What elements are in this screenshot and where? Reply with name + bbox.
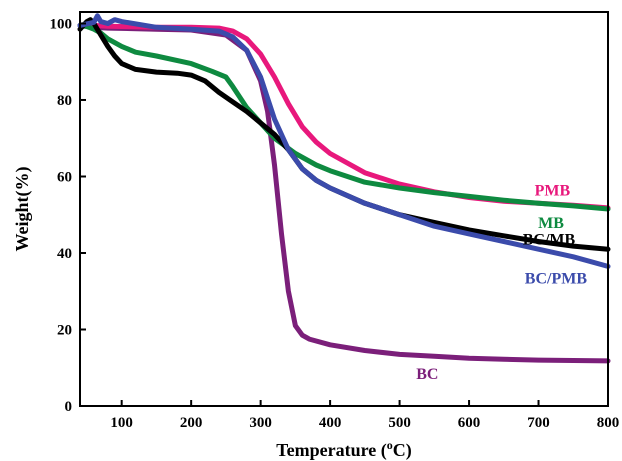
- series-line-bc-mb: [77, 17, 611, 252]
- y-axis-title: Weight(%): [12, 167, 33, 252]
- series-label-pmb: PMB: [535, 183, 571, 200]
- series-label-bc: BC: [416, 366, 438, 383]
- series-lines: [77, 13, 611, 364]
- x-tick-label: 200: [180, 415, 203, 431]
- x-axis-title-degree: o: [387, 438, 393, 452]
- series-label-mb: MB: [538, 215, 564, 232]
- x-tick-label: 800: [597, 415, 620, 431]
- y-tick-label: 100: [50, 16, 73, 32]
- series-line-bc-pmb: [77, 13, 611, 269]
- x-axis: 100 200 300 400 500 600 700 800: [110, 400, 619, 431]
- x-tick-label: 300: [249, 415, 272, 431]
- y-tick-label: 40: [57, 246, 72, 262]
- y-tick-label: 20: [57, 322, 72, 338]
- x-tick-label: 100: [110, 415, 133, 431]
- y-axis: 0 20 40 60 80 100: [50, 16, 86, 415]
- x-axis-title-after: C): [393, 440, 412, 461]
- x-tick-label: 600: [458, 415, 481, 431]
- series-line-pmb: [77, 22, 611, 211]
- x-tick-label: 500: [388, 415, 411, 431]
- y-tick-label: 0: [65, 399, 73, 415]
- series-line-mb: [77, 22, 611, 212]
- x-tick-label: 400: [319, 415, 342, 431]
- x-axis-title: Temperature (oC): [276, 438, 411, 461]
- y-tick-label: 60: [57, 169, 72, 185]
- series-label-bc-mb: BC/MB: [523, 232, 576, 249]
- series-label-bc-pmb: BC/PMB: [525, 271, 588, 288]
- plot-frame: [79, 11, 609, 407]
- y-tick-label: 80: [57, 93, 72, 109]
- x-axis-title-before: Temperature (: [276, 440, 386, 461]
- x-tick-label: 700: [527, 415, 550, 431]
